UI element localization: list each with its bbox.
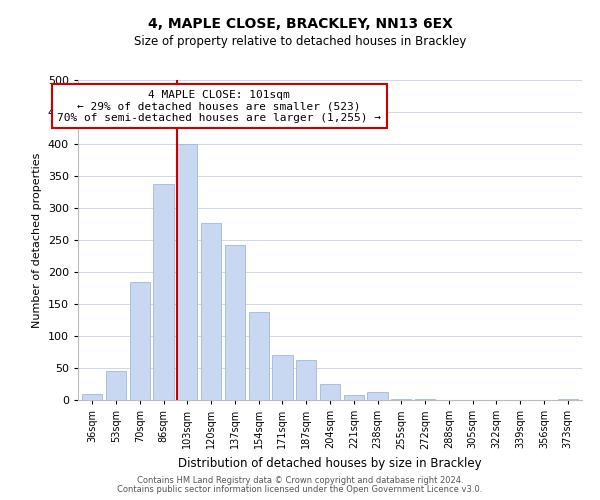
Bar <box>320 384 340 400</box>
Bar <box>201 222 221 400</box>
Bar <box>272 355 293 400</box>
Bar <box>367 392 388 400</box>
Text: Contains public sector information licensed under the Open Government Licence v3: Contains public sector information licen… <box>118 484 482 494</box>
Y-axis label: Number of detached properties: Number of detached properties <box>32 152 42 328</box>
Bar <box>225 245 245 400</box>
Bar <box>82 394 103 400</box>
X-axis label: Distribution of detached houses by size in Brackley: Distribution of detached houses by size … <box>178 457 482 470</box>
Bar <box>106 370 126 400</box>
Bar <box>130 282 150 400</box>
Bar <box>344 395 364 400</box>
Bar <box>296 360 316 400</box>
Text: Size of property relative to detached houses in Brackley: Size of property relative to detached ho… <box>134 35 466 48</box>
Bar <box>177 144 197 400</box>
Bar <box>557 398 578 400</box>
Text: 4, MAPLE CLOSE, BRACKLEY, NN13 6EX: 4, MAPLE CLOSE, BRACKLEY, NN13 6EX <box>148 18 452 32</box>
Text: Contains HM Land Registry data © Crown copyright and database right 2024.: Contains HM Land Registry data © Crown c… <box>137 476 463 485</box>
Bar <box>391 398 412 400</box>
Text: 4 MAPLE CLOSE: 101sqm
← 29% of detached houses are smaller (523)
70% of semi-det: 4 MAPLE CLOSE: 101sqm ← 29% of detached … <box>57 90 381 123</box>
Bar <box>248 312 269 400</box>
Bar <box>154 184 173 400</box>
